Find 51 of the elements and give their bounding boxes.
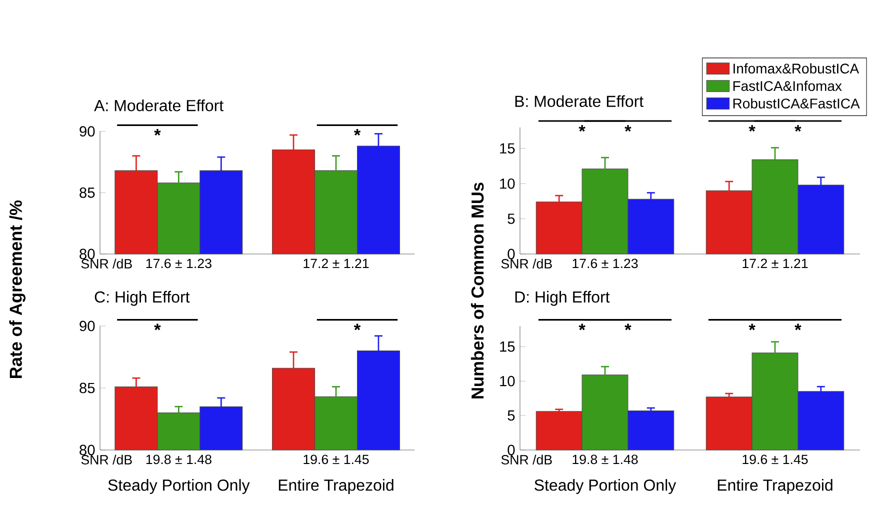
chart-title: D: High Effort [515, 290, 610, 306]
annotation: * [154, 324, 161, 330]
y-tick-label: 10 [500, 376, 515, 386]
text: SNR /dB [81, 454, 132, 464]
x-tick-label: Entire Trapezoid [278, 479, 394, 494]
text: SNR /dB [501, 258, 552, 268]
annotation: * [578, 125, 586, 132]
x-tick-label: Steady Portion Only [108, 479, 250, 494]
text: SNR /dB [81, 258, 132, 268]
y-axis-title: Numbers of Common MUs [470, 182, 484, 398]
y-tick-label: 85 [80, 382, 95, 394]
text: 17.2 ± 1.21 [742, 258, 808, 268]
annotation: * [624, 125, 632, 132]
y-tick-label: 5 [508, 410, 515, 421]
text: 19.8 ± 1.48 [146, 454, 212, 464]
annotation: * [748, 125, 756, 132]
y-tick-label: 15 [500, 143, 515, 154]
y-tick-label: 0 [508, 248, 515, 260]
chart-title: A: Moderate Effort [94, 100, 224, 112]
annotation: * [794, 324, 802, 330]
y-tick-label: 80 [80, 248, 95, 260]
y-tick-label: 0 [508, 444, 515, 456]
annotation: * [354, 129, 361, 136]
text: 19.6 ± 1.45 [742, 454, 808, 464]
y-tick-label: 5 [508, 214, 515, 224]
y-tick-label: 15 [500, 342, 515, 352]
text: 17.6 ± 1.23 [146, 258, 212, 268]
annotation: * [154, 129, 161, 136]
text: SNR /dB [501, 454, 552, 464]
chart-title: C: High Effort [94, 290, 190, 306]
y-tick-label: 80 [80, 444, 95, 456]
x-tick-label: Steady Portion Only [534, 479, 676, 494]
y-tick-label: 85 [80, 187, 95, 198]
y-tick-label: 90 [80, 126, 95, 137]
annotation: * [794, 125, 802, 132]
y-axis-title: Rate of Agreement /% [9, 200, 26, 378]
text: 19.8 ± 1.48 [572, 454, 638, 464]
text: 19.6 ± 1.45 [304, 454, 369, 464]
annotation: * [748, 324, 756, 330]
text: 17.6 ± 1.23 [572, 258, 638, 268]
y-tick-label: 90 [80, 320, 95, 332]
legend-label: RobustICA&FastICA [733, 98, 860, 108]
annotation: * [624, 324, 632, 330]
legend-label: Infomax&RobustICA [734, 63, 860, 74]
text: 17.2 ± 1.21 [304, 258, 369, 268]
x-tick-label: Entire Trapezoid [718, 479, 832, 494]
y-tick-label: 10 [500, 178, 515, 189]
chart-title: B: Moderate Effort [515, 95, 644, 107]
annotation: * [578, 324, 586, 330]
annotation: * [354, 324, 361, 330]
legend-label: FastICA&Infomax [733, 80, 842, 92]
